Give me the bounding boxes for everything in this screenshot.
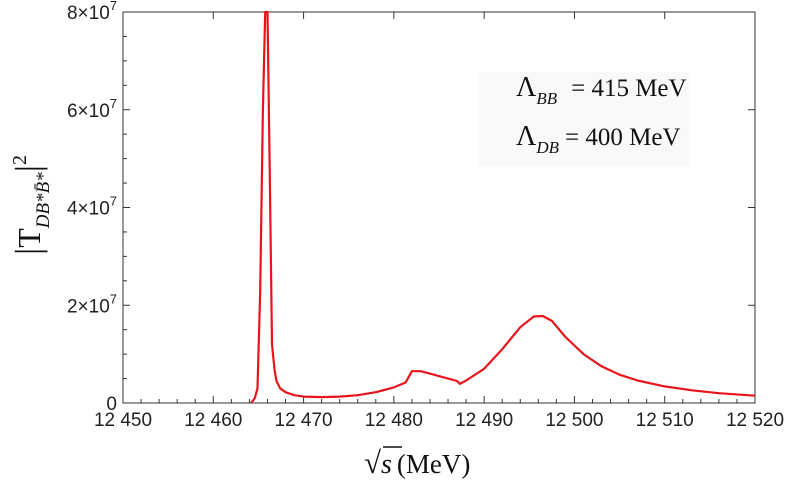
y-tick-label: 4×107 (67, 194, 117, 220)
svg-text:|TDB*B̄*|2: |TDB*B̄*|2 (8, 155, 54, 255)
x-axis-ticks: 12 450 12 460 12 470 12 480 12 490 12 500 12 5… (94, 12, 784, 431)
x-tick-label: 12 500 (545, 410, 603, 431)
legend-entry-1: ΛBB = 415 MeV (516, 72, 687, 108)
plot-frame (122, 11, 756, 404)
series-line (250, 10, 756, 404)
x-tick-label: 12 450 (94, 410, 152, 431)
y-axis-label: |TDB*B̄*|2 (8, 155, 54, 255)
y-tick-label: 6×107 (67, 96, 117, 122)
x-tick-label: 12 510 (636, 410, 694, 431)
legend: ΛBB = 415 MeV ΛDB = 400 MeV (478, 72, 690, 166)
x-tick-label: 12 460 (184, 410, 242, 431)
legend-entry-2: ΛDB = 400 MeV (516, 121, 680, 157)
series-layer (250, 10, 756, 404)
x-tick-label: 12 520 (726, 410, 784, 431)
x-axis-label: √s (MeV) (364, 445, 470, 480)
y-tick-label: 2×107 (67, 291, 117, 317)
svg-text:√s(MeV): √s (MeV) (364, 445, 470, 480)
legend-background (478, 72, 690, 166)
plot-border (122, 11, 756, 404)
x-tick-label: 12 470 (275, 410, 333, 431)
y-tick-label: 0 (106, 394, 117, 415)
y-axis-ticks: 0 2×107 4×107 6×107 8×107 (67, 0, 755, 415)
x-tick-label: 12 490 (455, 410, 513, 431)
y-tick-label: 8×107 (67, 0, 117, 24)
x-tick-label: 12 480 (365, 410, 423, 431)
